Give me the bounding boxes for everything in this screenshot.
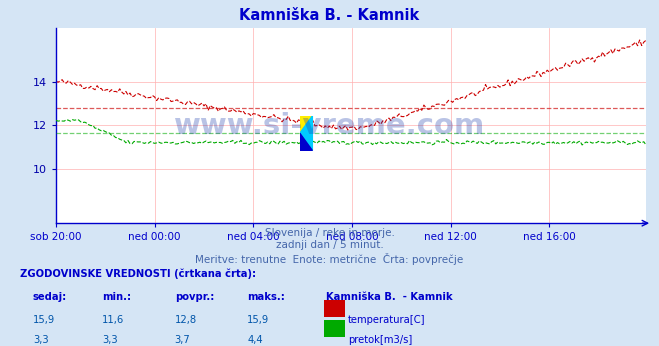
Text: Kamniška B. - Kamnik: Kamniška B. - Kamnik	[239, 8, 420, 22]
Text: www.si-vreme.com: www.si-vreme.com	[174, 112, 485, 140]
Polygon shape	[300, 116, 312, 151]
Text: temperatura[C]: temperatura[C]	[348, 315, 426, 325]
Text: 11,6: 11,6	[102, 315, 125, 325]
Polygon shape	[300, 133, 312, 151]
Text: ZGODOVINSKE VREDNOSTI (črtkana črta):: ZGODOVINSKE VREDNOSTI (črtkana črta):	[20, 268, 256, 279]
Text: Slovenija / reke in morje.: Slovenija / reke in morje.	[264, 228, 395, 238]
Text: 15,9: 15,9	[247, 315, 270, 325]
Text: 4,4: 4,4	[247, 335, 263, 345]
Text: 3,3: 3,3	[33, 335, 49, 345]
Text: 12,8: 12,8	[175, 315, 197, 325]
Text: Kamniška B.  - Kamnik: Kamniška B. - Kamnik	[326, 292, 453, 302]
Polygon shape	[300, 116, 312, 133]
Text: 3,7: 3,7	[175, 335, 190, 345]
Text: povpr.:: povpr.:	[175, 292, 214, 302]
Text: Meritve: trenutne  Enote: metrične  Črta: povprečje: Meritve: trenutne Enote: metrične Črta: …	[195, 253, 464, 265]
Text: sedaj:: sedaj:	[33, 292, 67, 302]
Text: maks.:: maks.:	[247, 292, 285, 302]
Text: zadnji dan / 5 minut.: zadnji dan / 5 minut.	[275, 240, 384, 251]
Text: pretok[m3/s]: pretok[m3/s]	[348, 335, 412, 345]
Text: 3,3: 3,3	[102, 335, 118, 345]
Text: 15,9: 15,9	[33, 315, 55, 325]
Text: min.:: min.:	[102, 292, 131, 302]
